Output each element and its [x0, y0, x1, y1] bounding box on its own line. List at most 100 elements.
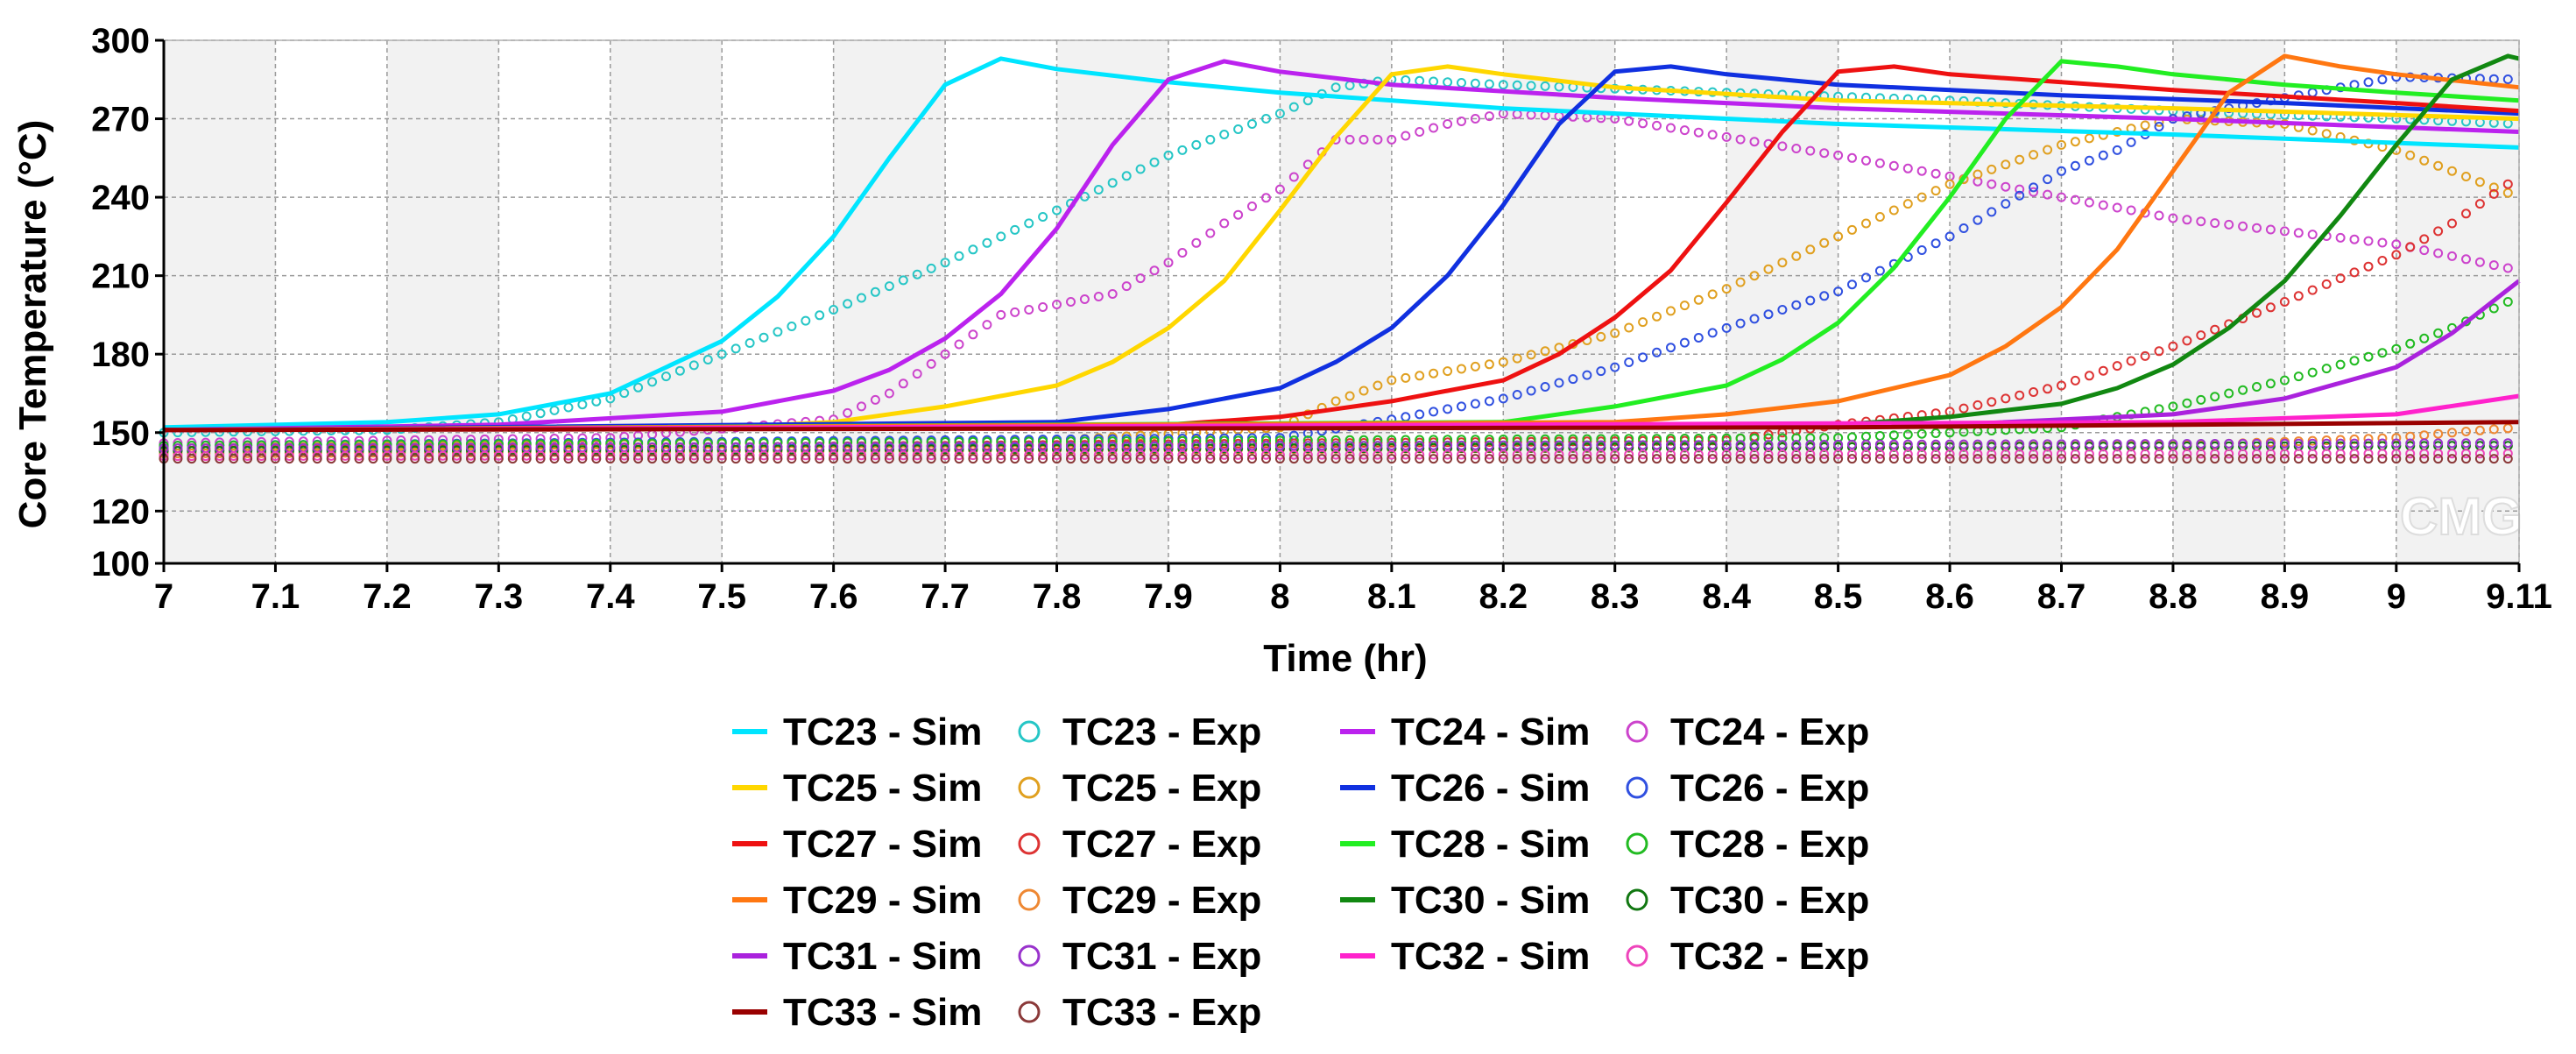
data-point: [1666, 343, 1676, 353]
data-point: [1721, 454, 1732, 464]
data-point: [801, 315, 811, 326]
x-tick-label: 8.6: [1925, 577, 1974, 616]
data-point: [1107, 454, 1118, 464]
data-point: [2307, 367, 2318, 378]
y-tick-label: 100: [91, 545, 150, 584]
data-point: [996, 454, 1006, 464]
data-point: [1987, 449, 1997, 459]
data-point: [1847, 439, 1857, 449]
data-point: [1135, 273, 1146, 284]
data-point: [1874, 158, 1885, 168]
data-point: [2098, 365, 2108, 376]
legend-item: TC33 - Sim: [732, 991, 982, 1034]
legend-item: TC28 - Sim: [1340, 823, 1590, 866]
data-point: [2363, 77, 2374, 88]
data-point: [1568, 374, 1578, 385]
data-point: [2474, 177, 2485, 187]
data-point: [591, 450, 602, 461]
data-point: [1610, 440, 1620, 450]
data-point: [1763, 449, 1774, 460]
data-point: [187, 454, 197, 464]
data-point: [884, 388, 894, 399]
data-point: [912, 450, 922, 461]
data-point: [702, 355, 713, 364]
data-point: [2070, 160, 2080, 171]
data-point: [829, 454, 839, 464]
data-point: [312, 454, 322, 464]
data-point: [870, 286, 880, 297]
x-tick-label: 8.9: [2261, 577, 2310, 616]
data-point: [1135, 164, 1146, 174]
data-point: [647, 454, 658, 464]
data-point: [2084, 371, 2094, 381]
data-point: [2433, 248, 2444, 258]
data-point: [2098, 454, 2108, 464]
data-point: [1777, 305, 1788, 315]
data-point: [954, 251, 964, 261]
legend-item: TC23 - Exp: [1018, 711, 1261, 753]
data-point: [2307, 438, 2318, 449]
data-point: [730, 454, 741, 464]
data-point: [2126, 205, 2136, 216]
data-point: [2293, 449, 2304, 459]
data-point: [1916, 428, 1927, 439]
data-point: [2238, 221, 2248, 231]
data-point: [1973, 169, 1983, 180]
legend-label: TC33 - Exp: [1062, 991, 1261, 1034]
data-point: [1930, 449, 1941, 459]
data-point: [1205, 449, 1216, 460]
data-point: [1247, 449, 1257, 460]
data-point: [926, 358, 936, 369]
data-point: [1554, 449, 1564, 460]
data-point: [2140, 350, 2150, 361]
data-point: [2447, 251, 2457, 261]
data-point: [1554, 440, 1564, 450]
data-point: [479, 450, 490, 461]
data-point: [1958, 403, 1969, 414]
data-point: [1457, 364, 1466, 374]
data-point: [1888, 160, 1899, 171]
legend-label: TC30 - Exp: [1670, 879, 1869, 922]
data-point: [1498, 454, 1508, 464]
data-point: [2043, 439, 2053, 449]
data-point: [2001, 181, 2011, 192]
data-point: [2391, 343, 2402, 354]
data-point: [2154, 346, 2164, 357]
data-point: [1066, 454, 1076, 464]
data-point: [2196, 216, 2206, 227]
data-point: [1987, 439, 1997, 449]
data-point: [1805, 145, 1816, 156]
data-point: [1219, 218, 1230, 229]
data-point: [1944, 454, 1955, 464]
data-point: [1205, 134, 1216, 145]
data-point: [1833, 286, 1844, 297]
data-point: [1805, 440, 1816, 449]
data-point: [2210, 439, 2220, 449]
data-point: [1484, 449, 1494, 460]
data-point: [1987, 454, 1997, 464]
data-point: [1540, 440, 1550, 450]
legend-item: TC28 - Exp: [1626, 823, 1869, 866]
data-point: [1344, 391, 1355, 401]
data-point: [1302, 449, 1313, 460]
data-point: [1902, 449, 1913, 459]
x-tick-label: 7.8: [1033, 577, 1082, 616]
data-point: [2252, 454, 2262, 464]
data-point: [2001, 159, 2011, 170]
data-point: [2210, 392, 2220, 402]
data-point: [1679, 125, 1690, 136]
data-point: [1791, 251, 1802, 261]
data-point: [1540, 81, 1550, 91]
data-point: [2391, 449, 2402, 459]
data-point: [1666, 449, 1676, 460]
data-point: [1121, 454, 1132, 464]
data-point: [1052, 205, 1062, 216]
data-point: [633, 454, 644, 464]
data-point: [1916, 439, 1927, 449]
data-point: [1316, 449, 1327, 460]
x-tick-label: 9: [2387, 577, 2406, 616]
data-point: [2182, 215, 2192, 225]
legend-label: TC26 - Sim: [1391, 767, 1590, 810]
data-point: [1819, 440, 1830, 449]
data-point: [1079, 294, 1090, 304]
